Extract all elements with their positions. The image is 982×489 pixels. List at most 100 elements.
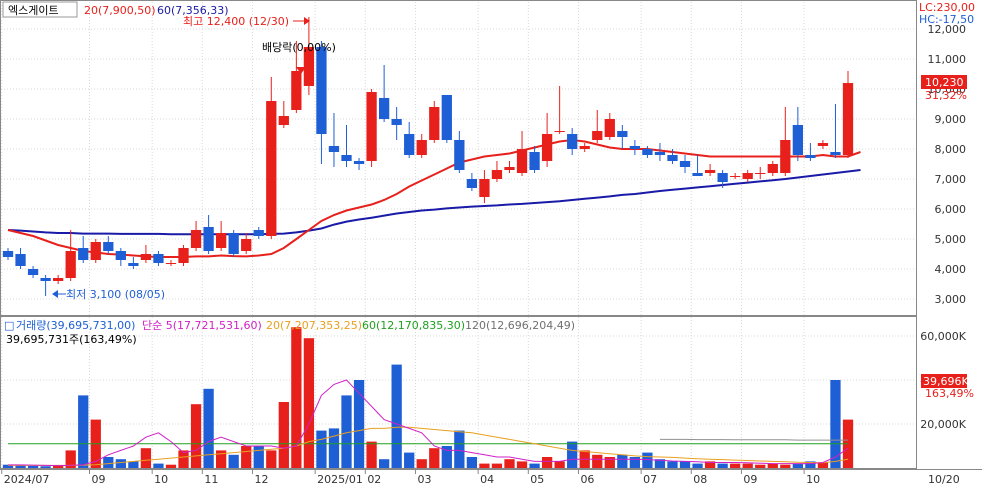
x-tick-label: 2024/07 [4, 473, 50, 486]
volume-bar [830, 380, 841, 468]
volume-bar [303, 338, 315, 468]
candle-body [817, 143, 829, 146]
volume-tick-label: 20,000K [920, 418, 966, 431]
candle-body [203, 227, 214, 251]
candle-body [115, 251, 126, 260]
candle-body [103, 242, 114, 251]
stock-name-box[interactable] [2, 1, 78, 18]
volume-tick-label: 60,000K [920, 330, 966, 343]
volume-bar [730, 463, 741, 468]
dividend-marker-icon [296, 67, 306, 74]
volume-bar [404, 452, 415, 468]
candle-body [27, 269, 39, 275]
volume-bar [592, 454, 603, 468]
candle-body [717, 173, 728, 182]
volume-bar [454, 430, 465, 468]
x-tick-label: 02 [367, 473, 381, 486]
candle-body [153, 254, 164, 263]
candle-body [679, 161, 691, 167]
candle-body [642, 149, 653, 155]
candle-body [228, 233, 239, 254]
volume-bar [717, 463, 728, 468]
candle-body [190, 230, 202, 248]
candle-body [303, 47, 315, 86]
volume-bar [654, 459, 666, 468]
price-tick-label: 6,000 [935, 203, 967, 216]
volume-bar [40, 466, 51, 468]
vma20-line [8, 426, 849, 466]
volume-bar [203, 388, 214, 468]
volume-readout: 39,695,731주(163,49%) [6, 333, 137, 346]
candle-body [391, 119, 402, 125]
candle-body [2, 251, 14, 257]
candle-body [504, 167, 515, 170]
candle-body [341, 155, 352, 161]
volume-bar [567, 441, 578, 468]
volume-bar [679, 461, 691, 468]
candle-body [755, 173, 766, 174]
candle-body [730, 176, 741, 177]
volume-bar [190, 404, 202, 468]
x-tick-label: 10 [154, 473, 168, 486]
candle-body [128, 263, 139, 266]
legend-ma20: 20(7,900,50) [84, 4, 156, 17]
candle-body [378, 98, 390, 119]
volume-bar [178, 450, 189, 468]
candle-body [541, 134, 553, 161]
candle-body [742, 173, 753, 179]
price-tick-label: 7,000 [935, 173, 967, 186]
volume-bar [604, 457, 615, 468]
price-tick-label: 5,000 [935, 233, 967, 246]
ma60-line [7, 169, 861, 236]
volume-bar [742, 463, 753, 468]
candle-body [805, 155, 816, 158]
candle-body [328, 146, 340, 152]
candle-body [604, 119, 615, 137]
candle-body [165, 263, 177, 264]
candle-body [529, 152, 540, 170]
candle-body [15, 254, 26, 266]
volume-bar [629, 457, 641, 468]
candle-body [554, 131, 565, 132]
candle-body [353, 161, 365, 164]
volume-bar [554, 461, 565, 468]
candle-body [78, 248, 89, 260]
candle-body [441, 95, 452, 140]
candle-body [629, 146, 641, 149]
volume-bar [103, 457, 114, 468]
candle-body [704, 170, 716, 173]
volume-bar [755, 464, 766, 468]
candle-body [53, 278, 64, 281]
candle-body [479, 179, 490, 197]
volume-bar [241, 446, 252, 468]
last-change-label: 31,32% [925, 89, 967, 102]
last-volume-badge [921, 374, 967, 388]
grid-lines [1, 2, 916, 468]
low-arrow-icon [52, 290, 58, 298]
candle-body [266, 101, 277, 236]
legend-volume: 거래량(39,695,731,00) [16, 319, 135, 332]
x-tick-label: 05 [530, 473, 544, 486]
dividend-annotation: 배당락(0,00%) [262, 41, 336, 54]
vma120-line [659, 438, 848, 441]
lc-label: LC:230,00 [919, 1, 975, 14]
volume-bar [617, 454, 628, 468]
candle-body [516, 149, 528, 173]
candle-body [404, 134, 415, 155]
volume-bar [667, 461, 678, 468]
candle-body [253, 230, 264, 236]
candle-body [792, 125, 803, 155]
candle-body [466, 179, 478, 188]
candle-body [830, 152, 841, 155]
candle-body [567, 134, 578, 149]
volume-bar [479, 463, 490, 468]
volume-bar [416, 459, 427, 468]
volume-bar [805, 461, 816, 468]
volume-bar [253, 446, 264, 468]
volume-bar [353, 380, 365, 468]
candle-body [140, 254, 152, 260]
x-last-date: 10/20 [928, 473, 960, 486]
volume-bar [65, 450, 76, 468]
candle-body [491, 170, 503, 179]
